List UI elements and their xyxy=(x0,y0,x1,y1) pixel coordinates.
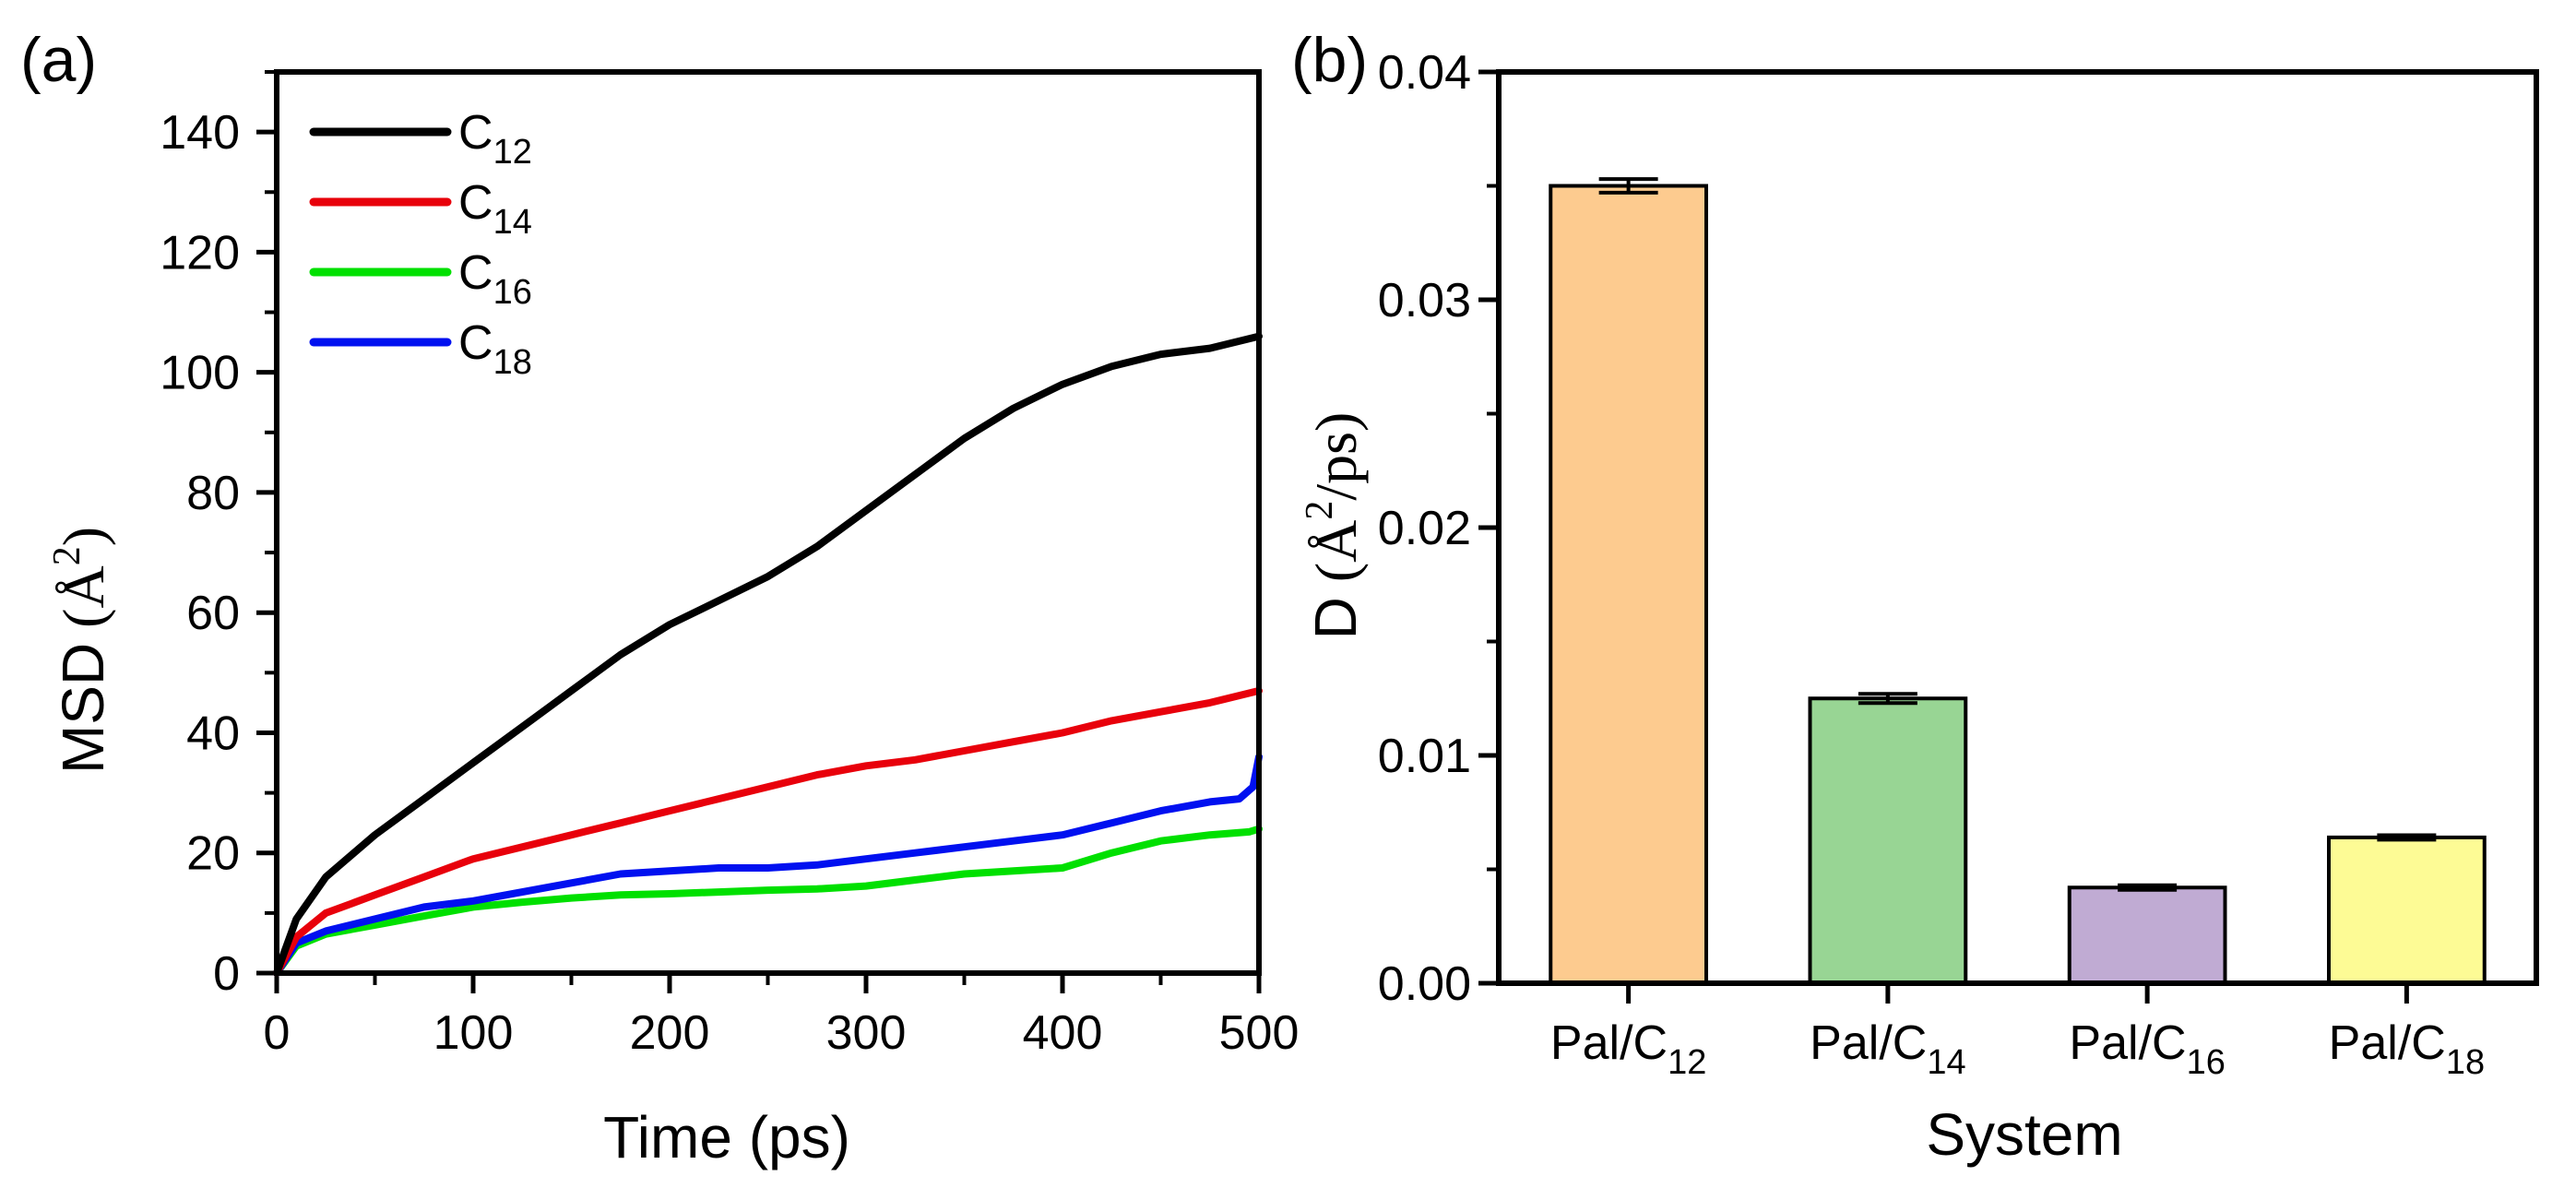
legend-label-sub: 12 xyxy=(493,133,532,172)
category-label-base: Pal/C xyxy=(1550,1016,1668,1070)
category-labels-b: Pal/C12 Pal/C14 Pal/C16 Pal/C18 xyxy=(1550,983,2485,1082)
legend-label-base: C xyxy=(458,316,493,370)
x-tick-label-a: 0 xyxy=(264,1006,291,1060)
category-label-sub: 18 xyxy=(2446,1043,2485,1082)
category-label-sub: 12 xyxy=(1668,1043,1706,1082)
legend-label-base: C xyxy=(458,246,493,300)
y-axis-title-a-close: ) xyxy=(51,527,116,546)
y-tick-label-a: 60 xyxy=(186,587,240,640)
x-tick-label-a: 500 xyxy=(1219,1006,1300,1060)
x-tick-label-a: 100 xyxy=(433,1006,514,1060)
category-label-14: Pal/C14 xyxy=(1810,1016,1965,1082)
legend-label-sub: 14 xyxy=(493,203,532,242)
plot-frame-b xyxy=(1496,69,2539,986)
x-tick-label-a: 400 xyxy=(1023,1006,1103,1060)
bar-Pal/C12 xyxy=(1549,184,1708,985)
plot-frame-a xyxy=(274,69,1262,976)
bar-Pal/C18 xyxy=(2327,835,2487,985)
category-label-base: Pal/C xyxy=(1810,1016,1927,1070)
legend-label-C14: C14 xyxy=(458,176,532,242)
series-line-C12 xyxy=(273,332,1263,977)
y-tick-label-b: 0.00 xyxy=(1378,957,1471,1011)
panel-b-label: (b) xyxy=(1291,25,1368,95)
series-line-C14 xyxy=(273,686,1263,977)
legend-label-base: C xyxy=(458,106,493,160)
y-axis-title-a-sup: 2 xyxy=(46,546,89,565)
bar-Pal/C14 xyxy=(1808,696,1968,985)
axis-ticks-b: 0.00 0.01 0.02 0.03 0.04 xyxy=(1378,46,1499,1011)
y-axis-title-b: D (Å2/ps) xyxy=(1299,412,1369,640)
y-tick-label-b: 0.03 xyxy=(1378,274,1471,327)
y-tick-label-a: 140 xyxy=(160,106,240,160)
x-axis-title-a: Time (ps) xyxy=(603,1104,850,1170)
x-tick-label-a: 200 xyxy=(630,1006,710,1060)
category-label-base: Pal/C xyxy=(2329,1016,2446,1070)
panel-a-msd-chart: (a) 0 100 200 300 400 500 0 20 40 60 80 100 120 140 T… xyxy=(20,25,1299,1170)
series-line-C16 xyxy=(273,825,1263,977)
legend-label-sub: 18 xyxy=(493,343,532,382)
axis-ticks-a: 0 100 200 300 400 500 0 20 40 60 80 100 120 140 xyxy=(160,70,1300,1060)
x-tick-label-a: 300 xyxy=(826,1006,907,1060)
y-axis-title-a-prefix: MSD xyxy=(50,643,116,774)
y-axis-title-a-unit: (Å xyxy=(51,565,116,628)
series-line-C18 xyxy=(273,753,1263,977)
legend-label-C16: C16 xyxy=(458,246,532,312)
category-label-sub: 16 xyxy=(2187,1043,2226,1082)
y-axis-title-b-close: /ps) xyxy=(1303,412,1369,501)
legend-label-C18: C18 xyxy=(458,316,532,382)
legend-label-sub: 16 xyxy=(493,273,532,312)
panel-b-diffusion-chart: (b) 0.000.010.020.030.04 Pal/C12 Pal/C14 P… xyxy=(1291,25,2539,1168)
y-axis-title-b-sup: 2 xyxy=(1299,501,1341,520)
y-tick-label-a: 20 xyxy=(186,827,240,881)
y-tick-label-a: 40 xyxy=(186,707,240,760)
y-tick-label-a: 100 xyxy=(160,347,240,400)
y-axis-title-b-prefix: D xyxy=(1302,597,1369,639)
legend-label-C12: C12 xyxy=(458,106,532,172)
y-axis-title-b-unit: (Å xyxy=(1303,520,1369,583)
category-label-16: Pal/C16 xyxy=(2069,1016,2225,1082)
category-label-base: Pal/C xyxy=(2069,1016,2186,1070)
y-tick-label-a: 120 xyxy=(160,226,240,279)
y-tick-label-b: 0.01 xyxy=(1378,730,1471,783)
y-tick-label-a: 0 xyxy=(213,947,240,1001)
category-label-18: Pal/C18 xyxy=(2329,1016,2485,1082)
legend-label-base: C xyxy=(458,176,493,230)
y-axis-title-a: MSD (Å2) xyxy=(46,527,116,774)
category-label-sub: 14 xyxy=(1927,1043,1965,1082)
series-lines-a xyxy=(273,332,1263,977)
bar-Pal/C16 xyxy=(2067,885,2227,986)
y-tick-label-b: 0.02 xyxy=(1378,502,1471,555)
panel-a-label: (a) xyxy=(20,25,97,95)
y-tick-label-a: 80 xyxy=(186,467,240,520)
y-tick-label-b: 0.04 xyxy=(1378,46,1471,100)
x-axis-title-b: System xyxy=(1926,1101,2122,1168)
category-label-12: Pal/C12 xyxy=(1550,1016,1706,1082)
bars-b xyxy=(1549,177,2487,986)
